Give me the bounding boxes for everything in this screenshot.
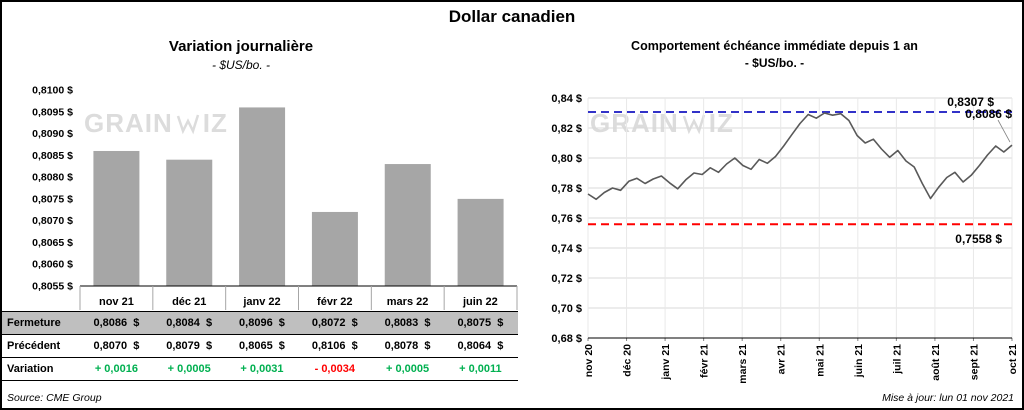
bar-y-tick-label: 0,8100 $ [32, 85, 73, 97]
table-cell-r2-c4: + 0,0005 [386, 363, 430, 375]
line-x-label: mars 21 [737, 344, 749, 384]
table-cell-r1-c4: 0,8078 $ [384, 340, 431, 352]
bar-1 [166, 159, 213, 286]
bar-chart-svg: 0,8055 $ 0,8060 $ 0,8065 $ 0,8070 $ 0,8075 $… [32, 85, 518, 310]
line-y-tick-label: 0,68 $ [551, 333, 582, 345]
watermark-text-left: GRAIN [590, 108, 679, 138]
table-cell-r2-c3: - 0,0034 [314, 363, 355, 375]
table-cell-r0-c4: 0,8083 $ [384, 317, 431, 329]
watermark-text-left: GRAIN [84, 108, 173, 138]
line-x-label: juil 21 [891, 344, 903, 375]
bar-y-tick-label: 0,8070 $ [32, 215, 73, 227]
bar-y-tick-label: 0,8085 $ [32, 150, 73, 162]
bar-chart-subtitle: - $US/bo. - [211, 58, 271, 72]
month-label-2: janv 22 [243, 296, 281, 308]
table-cell-r2-c1: + 0,0005 [167, 363, 211, 375]
table-cell-r2-c0: + 0,0016 [94, 363, 138, 375]
bar-0 [93, 150, 140, 286]
table-row-0: Fermeture 0,8086 $ 0,8084 $ 0,8096 $ 0,8072 … [2, 312, 518, 335]
line-x-label: févr 21 [699, 344, 711, 378]
line-x-label: août 21 [930, 344, 942, 381]
line-y-tick-label: 0,76 $ [551, 213, 582, 225]
line-chart-svg: 0,68 $ 0,70 $ 0,72 $ 0,74 $ 0,76 $ 0,78 $ 0,80… [551, 93, 1019, 384]
bar-2 [239, 107, 286, 286]
line-y-tick-label: 0,70 $ [551, 303, 582, 315]
grainwiz-w-icon [682, 114, 705, 134]
line-x-label: juin 21 [853, 344, 865, 378]
price-line [587, 112, 1013, 201]
table-row-2: Variation + 0,0016 + 0,0005 + 0,0031 - 0,003… [2, 358, 518, 381]
bar-y-tick-label: 0,8055 $ [32, 281, 73, 293]
page-title: Dollar canadien [448, 7, 576, 26]
line-y-tick-label: 0,82 $ [551, 123, 582, 135]
bar-y-tick-label: 0,8075 $ [32, 193, 73, 205]
bar-y-tick-label: 0,8065 $ [32, 237, 73, 249]
row-label-0: Fermeture [7, 317, 61, 329]
table-row-1: Précédent 0,8070 $ 0,8079 $ 0,8065 $ 0,8106 … [2, 335, 518, 358]
line-chart-subtitle: - $US/bo. - [744, 56, 805, 70]
month-label-3: févr 22 [317, 296, 353, 308]
line-x-label: oct 21 [1007, 344, 1019, 375]
table-cell-r2-c5: + 0,0011 [459, 363, 502, 375]
high-value-label: 0,8307 $ [947, 95, 994, 109]
table-cell-r0-c1: 0,8084 $ [166, 317, 213, 329]
month-label-0: nov 21 [98, 296, 134, 308]
last-value-label: 0,8086 $ [965, 107, 1012, 121]
last-value-callout-line [997, 119, 1011, 143]
grainwiz-watermark: GRAIN IZ [84, 108, 228, 139]
month-label-1: déc 21 [172, 296, 207, 308]
table-cell-r1-c0: 0,8070 $ [93, 340, 140, 352]
table-cell-r1-c2: 0,8065 $ [239, 340, 285, 352]
grainwiz-w-icon [176, 114, 199, 134]
table-cell-r1-c5: 0,8064 $ [457, 340, 504, 352]
update-note: Mise à jour: lun 01 nov 2021 [882, 392, 1014, 404]
row-label-2: Variation [7, 363, 54, 375]
line-y-tick-label: 0,78 $ [551, 183, 582, 195]
low-value-label: 0,7558 $ [955, 232, 1002, 246]
watermark-text-right: IZ [708, 108, 734, 138]
month-label-4: mars 22 [386, 296, 429, 308]
month-header-row: nov 21 déc 21 janv 22 févr 22 mars 22 juin 22 [2, 288, 518, 312]
price-table: nov 21 déc 21 janv 22 févr 22 mars 22 juin 22… [2, 288, 518, 381]
source-note: Source: CME Group [7, 392, 102, 404]
bar-y-tick-label: 0,8090 $ [32, 128, 73, 140]
line-x-label: janv 21 [660, 344, 672, 381]
bar-4 [384, 164, 431, 286]
table-cell-r0-c0: 0,8086 $ [93, 317, 140, 329]
table-cell-r0-c2: 0,8096 $ [239, 317, 285, 329]
line-x-label: déc 20 [622, 344, 634, 377]
bar-y-tick-label: 0,8060 $ [32, 259, 73, 271]
row-label-1: Précédent [7, 340, 61, 352]
grainwiz-watermark: GRAIN IZ [590, 108, 734, 139]
bar-5 [457, 198, 504, 286]
month-label-5: juin 22 [462, 296, 498, 308]
line-y-tick-label: 0,80 $ [551, 153, 582, 165]
line-x-label: mai 21 [814, 344, 826, 377]
line-y-tick-label: 0,84 $ [551, 93, 582, 105]
line-y-tick-label: 0,72 $ [551, 273, 582, 285]
line-chart-title: Comportement échéance immédiate depuis 1… [631, 39, 918, 53]
table-cell-r1-c1: 0,8079 $ [166, 340, 213, 352]
line-y-tick-label: 0,74 $ [551, 243, 582, 255]
line-x-label: avr 21 [776, 344, 788, 375]
table-cell-r0-c3: 0,8072 $ [311, 317, 358, 329]
bar-y-tick-label: 0,8095 $ [32, 106, 73, 118]
bar-3 [311, 211, 358, 286]
bar-chart-title: Variation journalière [168, 38, 314, 55]
watermark-text-right: IZ [202, 108, 228, 138]
table-cell-r0-c5: 0,8075 $ [457, 317, 504, 329]
bar-y-tick-label: 0,8080 $ [32, 172, 73, 184]
line-x-label: sept 21 [968, 344, 980, 380]
table-cell-r1-c3: 0,8106 $ [311, 340, 358, 352]
table-cell-r2-c2: + 0,0031 [240, 363, 284, 375]
line-x-label: nov 20 [583, 344, 595, 377]
